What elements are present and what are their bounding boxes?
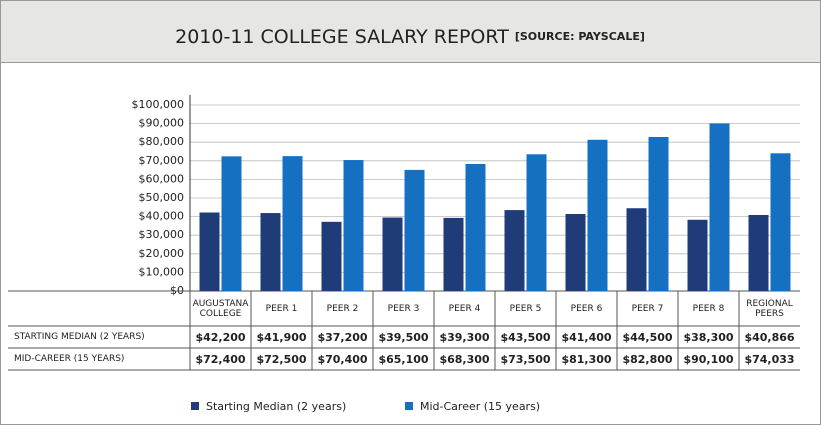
bar [648, 136, 669, 291]
y-tick-label: $70,000 [139, 154, 185, 167]
table-value: $81,300 [561, 352, 612, 366]
table-value: $44,500 [622, 330, 673, 344]
subtitle: [SOURCE: PAYSCALE] [515, 30, 645, 43]
x-tick-label: AUGUSTANA COLLEGE [192, 298, 249, 319]
table-value: $65,100 [378, 352, 429, 366]
bar [565, 213, 586, 291]
legend-label: Mid-Career (15 years) [420, 400, 540, 413]
x-tick-label: PEER 8 [692, 303, 725, 314]
bar [587, 139, 608, 291]
x-tick-label: PEER 1 [265, 303, 298, 314]
table-value: $38,300 [683, 330, 734, 344]
bar [626, 208, 647, 291]
y-tick-label: $40,000 [139, 210, 185, 223]
bar [770, 153, 791, 291]
x-tick-label: PEER 2 [326, 303, 359, 314]
y-tick-label: $30,000 [139, 228, 185, 241]
table-value: $40,866 [744, 330, 795, 344]
bar [465, 163, 486, 291]
x-tick-label: PEER 4 [448, 303, 481, 314]
table-value: $39,500 [378, 330, 429, 344]
bar [748, 214, 769, 291]
header [0, 0, 821, 63]
table-value: $70,400 [317, 352, 368, 366]
y-tick-label: $80,000 [139, 135, 185, 148]
chart-title: 2010-11 COLLEGE SALARY REPORT [SOURCE: PA… [175, 26, 645, 48]
y-tick-label: $10,000 [139, 265, 185, 278]
bar [260, 213, 281, 291]
table-row-label: MID-CAREER (15 YEARS) [14, 354, 125, 364]
x-tick-label: PEER 7 [631, 303, 664, 314]
table-value: $74,033 [744, 352, 795, 366]
table-value: $39,300 [439, 330, 490, 344]
bar [504, 210, 525, 291]
x-tick-label: PEER 5 [509, 303, 542, 314]
table-value: $72,400 [195, 352, 246, 366]
table-value: $73,500 [500, 352, 551, 366]
legend-swatch [405, 402, 413, 410]
bar [282, 156, 303, 291]
table-value: $72,500 [256, 352, 307, 366]
table-value: $37,200 [317, 330, 368, 344]
table-value: $42,200 [195, 330, 246, 344]
y-tick-label: $100,000 [132, 98, 185, 111]
table-row-label: STARTING MEDIAN (2 YEARS) [14, 332, 145, 342]
bar [404, 169, 425, 291]
x-tick-label: PEER 6 [570, 303, 603, 314]
bar [343, 160, 364, 291]
y-tick-label: $50,000 [139, 191, 185, 204]
bar [687, 219, 708, 291]
bar [321, 221, 342, 291]
y-tick-label: $20,000 [139, 247, 185, 260]
bar [199, 212, 220, 291]
bar [221, 156, 242, 291]
bar [709, 123, 730, 291]
title: 2010-11 COLLEGE SALARY REPORT [175, 26, 509, 48]
table-value: $41,900 [256, 330, 307, 344]
table-value: $82,800 [622, 352, 673, 366]
x-tick-label: PEER 3 [387, 303, 420, 314]
bar [382, 217, 403, 291]
x-tick-label: REGIONAL PEERS [746, 298, 793, 319]
legend-label: Starting Median (2 years) [206, 400, 346, 413]
y-tick-label: $90,000 [139, 117, 185, 130]
y-tick-label: $60,000 [139, 172, 185, 185]
bar [526, 154, 547, 291]
bar [443, 217, 464, 291]
table-value: $68,300 [439, 352, 490, 366]
table-value: $43,500 [500, 330, 551, 344]
legend-swatch [191, 402, 199, 410]
table-value: $41,400 [561, 330, 612, 344]
table-value: $90,100 [683, 352, 734, 366]
